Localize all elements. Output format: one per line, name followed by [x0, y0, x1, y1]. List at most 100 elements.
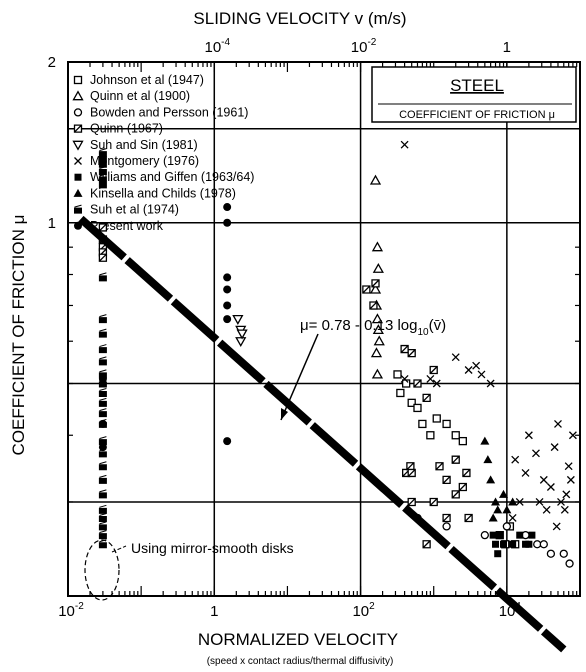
data-point	[371, 368, 384, 379]
legend-marker	[74, 173, 82, 181]
fit-equation: μ= 0.78 - 0.13 log10(v̄)	[300, 317, 446, 338]
data-point	[432, 379, 441, 388]
x-axis-ticks: 10-21102104	[58, 601, 521, 620]
data-point	[400, 374, 409, 383]
plot-frame	[67, 61, 581, 597]
legend-label: Suh and Sin (1981)	[90, 138, 198, 152]
grid-lines	[68, 62, 580, 596]
data-point	[413, 379, 422, 388]
data-point	[236, 329, 248, 340]
data-point	[371, 313, 384, 324]
data-point	[451, 490, 460, 499]
data-point	[98, 253, 108, 262]
data-point	[511, 455, 520, 464]
legend-label: Quinn et al (1900)	[90, 89, 190, 103]
data-point	[396, 388, 405, 398]
top-tick-label: 10-2	[351, 37, 377, 56]
data-point	[502, 505, 512, 514]
data-point	[369, 174, 382, 185]
data-point	[451, 353, 460, 362]
data-point	[426, 374, 435, 383]
x-axis-subtitle: (speed x contact radius/thermal diffusiv…	[207, 656, 394, 667]
data-point	[98, 356, 107, 366]
data-point	[535, 498, 544, 506]
data-point	[98, 474, 107, 484]
mirror-annotation-pointer	[111, 545, 127, 553]
data-point	[369, 283, 382, 294]
data-point	[223, 218, 232, 227]
fit-equation-base: 10	[417, 327, 429, 338]
data-point	[98, 223, 108, 232]
legend-marker	[72, 90, 84, 101]
data-point	[492, 540, 500, 548]
legend-marker	[72, 140, 84, 151]
data-point	[462, 468, 471, 478]
data-point	[223, 315, 232, 324]
data-point	[552, 522, 561, 531]
legend-marker	[73, 108, 83, 117]
top-tick-label: 10-4	[204, 37, 230, 56]
data-point	[362, 285, 371, 294]
top-tick-label: 1	[503, 39, 511, 56]
data-point	[407, 348, 416, 358]
data-point	[400, 344, 409, 354]
legend-label: Johnson et al (1947)	[90, 73, 204, 87]
data-point	[372, 262, 384, 273]
chart-title: STEEL	[450, 76, 504, 95]
data-point	[369, 301, 378, 310]
data-point	[499, 489, 509, 498]
data-point	[568, 431, 577, 440]
data-point	[98, 489, 107, 499]
data-point	[98, 443, 107, 452]
data-point	[407, 398, 416, 407]
data-point	[486, 475, 496, 484]
data-point	[98, 408, 107, 418]
legend-marker	[74, 204, 82, 214]
legend-label: Kinsella and Childs (1978)	[90, 186, 236, 200]
data-point	[98, 387, 107, 397]
data-point	[564, 462, 573, 471]
data-point	[429, 365, 438, 375]
data-point	[559, 549, 568, 558]
data-point	[98, 179, 107, 189]
data-point	[400, 140, 409, 149]
data-point	[442, 419, 451, 429]
data-point	[451, 455, 460, 464]
data-point	[528, 531, 536, 539]
legend-marker	[73, 188, 83, 197]
x-axis-title: NORMALIZED VELOCITY	[198, 630, 398, 649]
mirror-annotation-text: Using mirror-smooth disks	[131, 540, 294, 556]
data-point	[98, 461, 107, 471]
data-point	[371, 279, 380, 288]
data-point	[546, 549, 556, 558]
data-point	[429, 497, 438, 507]
legend-marker	[73, 75, 83, 85]
data-point	[371, 241, 384, 252]
y-tick-label: 2	[48, 54, 56, 71]
legend-label: Suh et al (1974)	[90, 203, 179, 217]
data-point	[426, 431, 435, 440]
data-point	[232, 314, 244, 325]
data-point	[560, 505, 569, 514]
data-point	[98, 374, 107, 383]
data-point	[542, 505, 551, 514]
legend-label: Montgomery (1976)	[90, 154, 199, 168]
data-point	[406, 462, 415, 471]
x-tick-label: 102	[352, 601, 375, 620]
data-point	[546, 483, 555, 491]
data-point	[550, 443, 559, 452]
data-point	[515, 498, 524, 506]
data-point	[98, 272, 107, 282]
data-point	[98, 314, 107, 324]
data-point	[422, 393, 431, 402]
fit-pointer	[280, 333, 319, 421]
data-point	[493, 505, 503, 514]
data-point	[435, 462, 444, 471]
data-point	[500, 540, 508, 548]
data-point	[521, 468, 530, 477]
legend-label: Williams and Giffen (1963/64)	[90, 170, 254, 184]
data-point	[451, 431, 460, 440]
data-point	[432, 414, 441, 423]
data-point	[480, 436, 490, 445]
data-point	[491, 497, 501, 506]
